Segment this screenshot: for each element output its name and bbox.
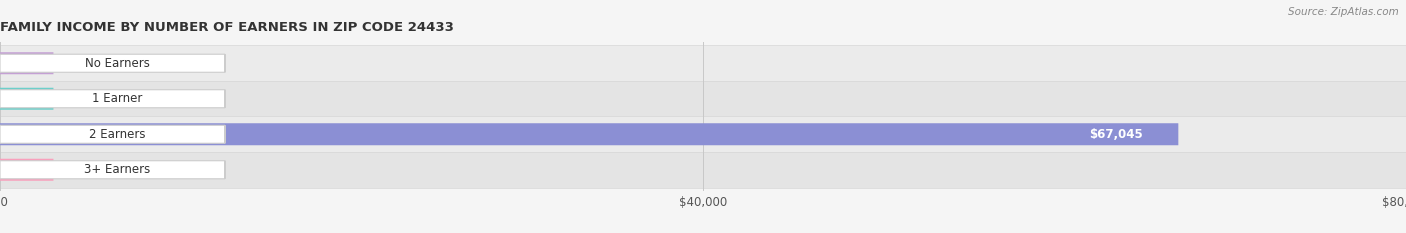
Text: Source: ZipAtlas.com: Source: ZipAtlas.com (1288, 7, 1399, 17)
FancyBboxPatch shape (0, 123, 1178, 145)
Text: $0: $0 (70, 57, 86, 70)
FancyBboxPatch shape (0, 54, 225, 72)
Text: $0: $0 (70, 92, 86, 105)
FancyBboxPatch shape (0, 116, 1406, 152)
Text: 1 Earner: 1 Earner (91, 92, 142, 105)
Text: No Earners: No Earners (84, 57, 149, 70)
FancyBboxPatch shape (0, 159, 53, 181)
Text: FAMILY INCOME BY NUMBER OF EARNERS IN ZIP CODE 24433: FAMILY INCOME BY NUMBER OF EARNERS IN ZI… (0, 21, 454, 34)
Text: $0: $0 (70, 163, 86, 176)
Text: 3+ Earners: 3+ Earners (84, 163, 150, 176)
Text: 2 Earners: 2 Earners (89, 128, 145, 141)
FancyBboxPatch shape (0, 161, 225, 179)
FancyBboxPatch shape (0, 152, 1406, 188)
FancyBboxPatch shape (0, 125, 225, 143)
Text: $67,045: $67,045 (1090, 128, 1143, 141)
FancyBboxPatch shape (0, 52, 53, 74)
FancyBboxPatch shape (0, 88, 53, 110)
FancyBboxPatch shape (0, 81, 1406, 116)
FancyBboxPatch shape (0, 45, 1406, 81)
FancyBboxPatch shape (0, 90, 225, 108)
